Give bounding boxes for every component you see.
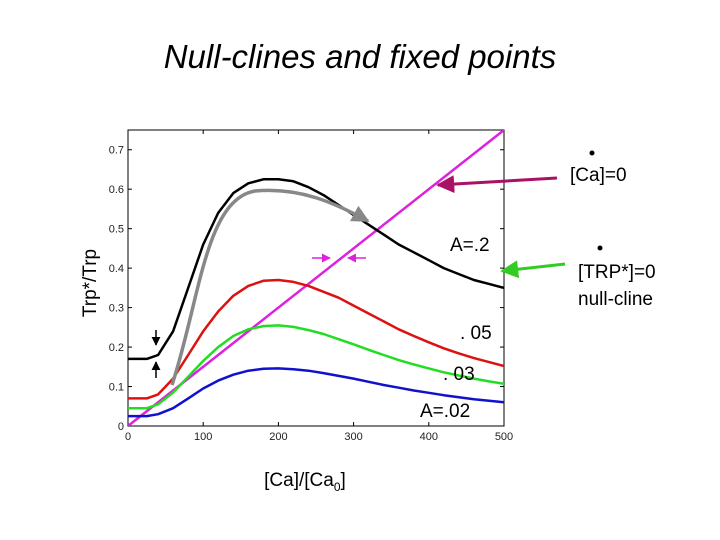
- x-tick-label: 0: [125, 431, 131, 443]
- y-tick-label: 0.7: [109, 145, 124, 157]
- label-a-0.2: A=.2: [450, 235, 490, 256]
- x-tick-label: 400: [420, 431, 438, 443]
- series-line-4: [128, 367, 504, 418]
- trajectory-arrow: [170, 188, 370, 386]
- y-tick-label: 0.2: [109, 342, 124, 354]
- trp-nullcline-label: [TRP*]=0: [578, 262, 656, 283]
- y-axis-label: Trp*/Trp: [80, 249, 101, 317]
- label-a-0.03: . 03: [443, 364, 475, 385]
- label-a-0.02: A=.02: [420, 401, 470, 422]
- y-tick-label: 0.5: [109, 224, 124, 236]
- page-title: Null-clines and fixed points: [163, 38, 557, 75]
- x-tick-label: 200: [269, 431, 287, 443]
- series-line-1: [128, 178, 504, 361]
- ca-nullcline-pointer: [436, 175, 558, 194]
- series-line-2: [128, 278, 504, 400]
- x-tick-label: 500: [495, 431, 513, 443]
- x-tick-label: 100: [194, 431, 212, 443]
- y-tick-label: 0.1: [109, 382, 124, 394]
- trp-dot-icon: [597, 245, 603, 251]
- x-axis-label-close: ]: [341, 470, 346, 491]
- x-axis-label-sub: 0: [334, 480, 341, 494]
- y-tick-label: 0.4: [109, 263, 124, 275]
- label-a-0.05: . 05: [460, 323, 492, 344]
- series-line-3: [128, 324, 504, 410]
- ca-dot-icon: [589, 150, 595, 156]
- trp-nullcline-label-2: null-cline: [578, 289, 653, 310]
- y-tick-label: 0.6: [109, 184, 124, 196]
- trp-nullcline-pointer: [500, 260, 566, 279]
- x-axis-label-main: [Ca]/[Ca: [264, 470, 334, 491]
- ca-nullcline-label: [Ca]=0: [570, 165, 627, 186]
- x-axis-label: [Ca]/[Ca0]: [264, 470, 346, 494]
- y-tick-label: 0: [118, 421, 124, 433]
- y-tick-label: 0.3: [109, 303, 124, 315]
- x-tick-label: 300: [344, 431, 362, 443]
